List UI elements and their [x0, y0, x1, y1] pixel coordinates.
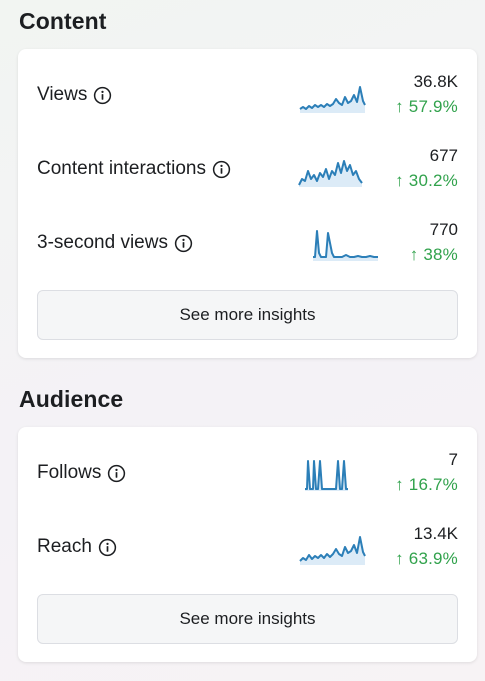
- metric-value-content-interactions: 677: [429, 146, 458, 165]
- metric-value-reach: 13.4K: [413, 524, 458, 543]
- metric-row-views[interactable]: Views 36.8K ↑ 57.9%: [18, 65, 477, 125]
- reach-sparkline: [299, 536, 366, 565]
- audience-section-title: Audience: [19, 386, 124, 412]
- metric-value-follows: 7: [448, 450, 458, 469]
- info-icon[interactable]: [107, 464, 126, 483]
- metric-change-3-second-views: ↑ 38%: [409, 245, 458, 264]
- metric-label-views: Views: [37, 84, 88, 105]
- info-icon[interactable]: [212, 160, 231, 179]
- metric-label-3-second-views: 3-second views: [37, 232, 168, 253]
- metric-change-content-interactions: ↑ 30.2%: [395, 171, 458, 190]
- see-more-insights-button[interactable]: See more insights: [37, 594, 458, 644]
- metric-change-views: ↑ 57.9%: [395, 97, 458, 116]
- content-interactions-sparkline: [298, 160, 363, 187]
- info-icon[interactable]: [98, 538, 117, 557]
- info-icon[interactable]: [93, 86, 112, 105]
- metric-label-follows: Follows: [37, 462, 102, 483]
- info-icon[interactable]: [174, 234, 193, 253]
- metric-row-follows[interactable]: Follows 7 ↑ 16.7%: [18, 443, 477, 503]
- content-card: Views 36.8K ↑ 57.9% Content interactions…: [18, 49, 477, 358]
- metric-row-3-second-views[interactable]: 3-second views 770 ↑ 38%: [18, 213, 477, 273]
- metric-row-reach[interactable]: Reach 13.4K ↑ 63.9%: [18, 517, 477, 577]
- metric-change-reach: ↑ 63.9%: [395, 549, 458, 568]
- metric-value-3-second-views: 770: [429, 220, 458, 239]
- content-section-title: Content: [19, 8, 107, 34]
- metric-label-reach: Reach: [37, 536, 92, 557]
- audience-card: Follows 7 ↑ 16.7% Reach 13.4K ↑ 63.9% Se…: [18, 427, 477, 662]
- see-more-insights-button[interactable]: See more insights: [37, 290, 458, 340]
- 3-second-views-sparkline: [313, 230, 378, 261]
- follows-sparkline: [305, 460, 348, 491]
- metric-value-views: 36.8K: [413, 72, 458, 91]
- views-sparkline: [299, 86, 366, 113]
- metric-row-content-interactions[interactable]: Content interactions 677 ↑ 30.2%: [18, 139, 477, 199]
- metric-change-follows: ↑ 16.7%: [395, 475, 458, 494]
- metric-label-content-interactions: Content interactions: [37, 158, 206, 179]
